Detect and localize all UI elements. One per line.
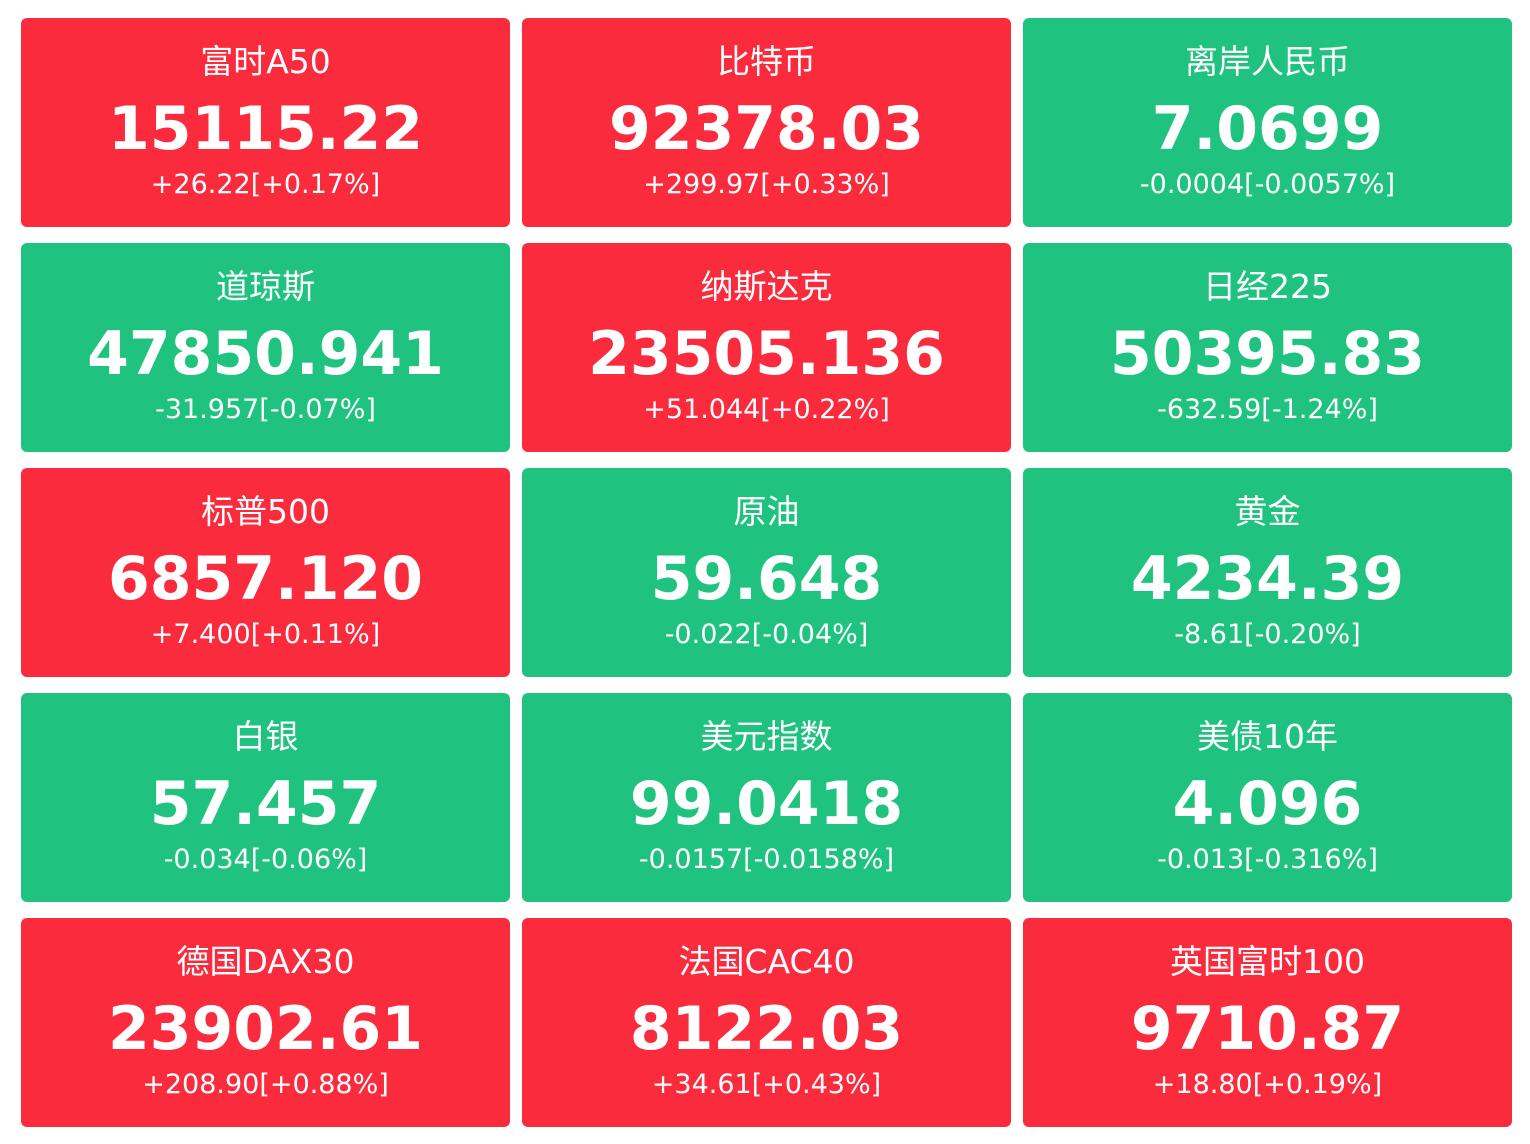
quote-name: 原油 xyxy=(733,492,800,531)
quote-card-cac40[interactable]: 法国CAC40 8122.03 +34.61[+0.43%] xyxy=(522,918,1011,1127)
quote-price: 59.648 xyxy=(650,544,883,614)
quote-change: -632.59[-1.24%] xyxy=(1157,394,1378,425)
quote-price: 4.096 xyxy=(1172,769,1363,839)
quote-name: 美债10年 xyxy=(1197,717,1338,756)
quote-change: -0.013[-0.316%] xyxy=(1157,844,1378,875)
quote-card-bitcoin[interactable]: 比特币 92378.03 +299.97[+0.33%] xyxy=(522,18,1011,227)
quote-price: 4234.39 xyxy=(1130,544,1405,614)
quote-change: -0.034[-0.06%] xyxy=(163,844,368,875)
quote-price: 23902.61 xyxy=(107,994,424,1064)
quote-name: 纳斯达克 xyxy=(700,267,833,306)
quote-name: 比特币 xyxy=(717,42,816,81)
quote-change: +34.61[+0.43%] xyxy=(651,1069,882,1100)
quote-change: -0.0004[-0.0057%] xyxy=(1139,169,1396,200)
quote-change: -31.957[-0.07%] xyxy=(155,394,376,425)
quote-card-dollar-index[interactable]: 美元指数 99.0418 -0.0157[-0.0158%] xyxy=(522,693,1011,902)
quote-name: 标普500 xyxy=(201,492,330,531)
quote-price: 99.0418 xyxy=(629,769,904,839)
quote-grid: 富时A50 15115.22 +26.22[+0.17%] 比特币 92378.… xyxy=(21,18,1512,1127)
quote-price: 7.0699 xyxy=(1151,94,1384,164)
quote-price: 8122.03 xyxy=(629,994,904,1064)
quote-card-ftse-100[interactable]: 英国富时100 9710.87 +18.80[+0.19%] xyxy=(1023,918,1512,1127)
quote-card-us-10y-treasury[interactable]: 美债10年 4.096 -0.013[-0.316%] xyxy=(1023,693,1512,902)
quote-change: +18.80[+0.19%] xyxy=(1152,1069,1383,1100)
quote-name: 德国DAX30 xyxy=(176,942,355,981)
quote-change: +208.90[+0.88%] xyxy=(142,1069,389,1100)
quote-card-dow-jones[interactable]: 道琼斯 47850.941 -31.957[-0.07%] xyxy=(21,243,510,452)
quote-name: 离岸人民币 xyxy=(1185,42,1350,81)
quote-price: 50395.83 xyxy=(1109,319,1426,389)
quote-change: -8.61[-0.20%] xyxy=(1174,619,1361,650)
quote-name: 黄金 xyxy=(1234,492,1301,531)
quote-card-crude-oil[interactable]: 原油 59.648 -0.022[-0.04%] xyxy=(522,468,1011,677)
quote-change: +299.97[+0.33%] xyxy=(643,169,890,200)
quote-card-nikkei-225[interactable]: 日经225 50395.83 -632.59[-1.24%] xyxy=(1023,243,1512,452)
quote-name: 白银 xyxy=(232,717,299,756)
quote-name: 英国富时100 xyxy=(1170,942,1365,981)
quote-price: 92378.03 xyxy=(608,94,925,164)
quote-name: 富时A50 xyxy=(200,42,331,81)
quote-change: +51.044[+0.22%] xyxy=(643,394,890,425)
quote-card-dax30[interactable]: 德国DAX30 23902.61 +208.90[+0.88%] xyxy=(21,918,510,1127)
quote-change: +7.400[+0.11%] xyxy=(150,619,381,650)
quote-change: -0.0157[-0.0158%] xyxy=(638,844,895,875)
quote-price: 47850.941 xyxy=(87,319,444,389)
quote-name: 日经225 xyxy=(1203,267,1332,306)
quote-card-silver[interactable]: 白银 57.457 -0.034[-0.06%] xyxy=(21,693,510,902)
quote-card-gold[interactable]: 黄金 4234.39 -8.61[-0.20%] xyxy=(1023,468,1512,677)
quote-price: 9710.87 xyxy=(1130,994,1405,1064)
quote-name: 美元指数 xyxy=(700,717,833,756)
quote-name: 道琼斯 xyxy=(216,267,315,306)
quote-change: -0.022[-0.04%] xyxy=(664,619,869,650)
quote-card-nasdaq[interactable]: 纳斯达克 23505.136 +51.044[+0.22%] xyxy=(522,243,1011,452)
quote-card-sp500[interactable]: 标普500 6857.120 +7.400[+0.11%] xyxy=(21,468,510,677)
quote-price: 23505.136 xyxy=(588,319,945,389)
quote-card-ftse-a50[interactable]: 富时A50 15115.22 +26.22[+0.17%] xyxy=(21,18,510,227)
quote-change: +26.22[+0.17%] xyxy=(150,169,381,200)
quote-price: 57.457 xyxy=(149,769,382,839)
quote-price: 15115.22 xyxy=(107,94,424,164)
quote-card-offshore-rmb[interactable]: 离岸人民币 7.0699 -0.0004[-0.0057%] xyxy=(1023,18,1512,227)
quote-price: 6857.120 xyxy=(107,544,424,614)
quote-name: 法国CAC40 xyxy=(678,942,855,981)
